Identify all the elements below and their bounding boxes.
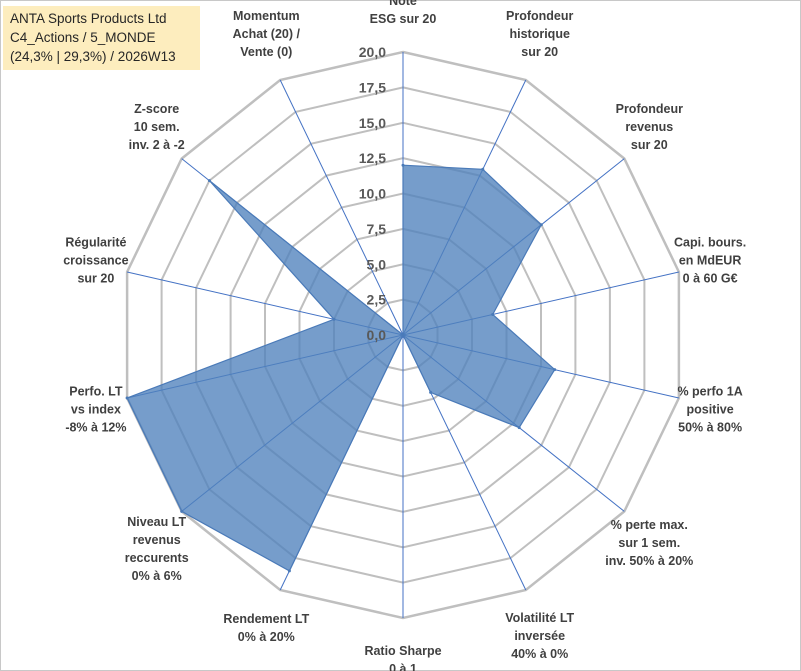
series-area — [126, 164, 556, 572]
axis-label-line: vs index — [71, 402, 121, 416]
data-point-6 — [517, 426, 521, 430]
chart-title-box: ANTA Sports Products Ltd C4_Actions / 5_… — [3, 6, 200, 70]
axis-label-13: Z-score 10 sem. inv. 2 à -2 — [129, 102, 185, 152]
axis-label-4: Capi. bours. en MdEUR 0 à 60 G€ — [674, 236, 746, 286]
axis-label-line: sur 1 sem. — [618, 536, 680, 550]
axis-label-line: 10 sem. — [134, 120, 180, 134]
axis-label-line: sur 20 — [521, 45, 558, 59]
axis-label-line: Vente (0) — [240, 45, 292, 59]
data-point-1 — [401, 163, 405, 167]
axis-label-line: Niveau LT — [127, 515, 186, 529]
axis-label-line: 0 à 1 — [389, 662, 417, 671]
axis-label-line: historique — [509, 27, 569, 41]
axis-label-line: inv. 2 à -2 — [129, 138, 185, 152]
data-point-11 — [125, 396, 129, 400]
axis-label-12: Régularité croissance sur 20 — [63, 236, 128, 286]
axis-label-line: inv. 50% à 20% — [605, 554, 693, 568]
axis-label-line: Capi. bours. — [674, 236, 746, 250]
data-point-5 — [553, 368, 557, 372]
data-point-4 — [491, 313, 495, 316]
axis-label-1: Note ESG sur 20 — [370, 0, 437, 26]
axis-label-line: reccurents — [125, 551, 189, 565]
axis-label-line: Note — [389, 0, 417, 8]
radar-series — [125, 163, 557, 573]
chart-title-company: ANTA Sports Products Ltd — [10, 11, 167, 26]
axis-label-6: % perte max. sur 1 sem. inv. 50% à 20% — [605, 518, 693, 568]
data-point-10 — [180, 509, 184, 513]
axis-label-line: % perte max. — [611, 518, 688, 532]
axis-label-line: Momentum — [233, 9, 300, 23]
data-point-13 — [207, 179, 211, 183]
axis-label-line: Ratio Sharpe — [364, 644, 441, 658]
axis-label-line: Z-score — [134, 102, 179, 116]
axis-spoke-14 — [279, 79, 404, 336]
tick-label: 7,5 — [367, 221, 387, 237]
axis-label-line: Régularité — [65, 236, 126, 250]
axis-label-line: en MdEUR — [679, 254, 742, 268]
axis-label-line: Profondeur — [616, 102, 683, 116]
axis-label-line: % perfo 1A — [677, 384, 742, 398]
axis-label-line: revenus — [625, 120, 673, 134]
axis-label-line: Achat (20) / — [233, 27, 301, 41]
axis-label-line: sur 20 — [77, 272, 114, 286]
axis-label-10: Niveau LT revenus reccurents 0% à 6% — [125, 515, 189, 583]
axis-label-9: Rendement LT 0% à 20% — [223, 612, 309, 644]
data-point-7 — [429, 390, 433, 394]
axis-label-2: Profondeur historique sur 20 — [506, 9, 573, 59]
tick-label: 10,0 — [359, 186, 386, 202]
chart-title-category: C4_Actions / 5_MONDE — [10, 30, 156, 45]
axis-label-line: croissance — [63, 254, 128, 268]
axis-label-line: positive — [686, 402, 733, 416]
tick-label: 5,0 — [367, 256, 387, 272]
data-point-9 — [287, 569, 291, 573]
axis-label-line: sur 20 — [631, 138, 668, 152]
data-point-3 — [539, 223, 543, 227]
axis-label-line: Profondeur — [506, 9, 573, 23]
axis-label-8: Ratio Sharpe 0 à 1 — [364, 644, 441, 671]
axis-label-line: ESG sur 20 — [370, 12, 437, 26]
axis-label-14: Momentum Achat (20) / Vente (0) — [233, 9, 301, 59]
axis-label-line: 0% à 6% — [132, 569, 182, 583]
axis-label-line: Perfo. LT — [69, 384, 123, 398]
axis-label-line: 40% à 0% — [511, 647, 568, 661]
axis-label-11: Perfo. LT vs index -8% à 12% — [65, 384, 126, 434]
axis-label-line: 0 à 60 G€ — [683, 272, 738, 286]
data-point-12 — [332, 317, 336, 321]
tick-label: 12,5 — [359, 150, 386, 166]
data-point-2 — [481, 167, 485, 171]
axis-label-line: 50% à 80% — [678, 420, 742, 434]
tick-label: 15,0 — [359, 115, 386, 131]
axis-label-3: Profondeur revenus sur 20 — [616, 102, 683, 152]
axis-label-line: revenus — [133, 533, 181, 547]
axis-label-line: Rendement LT — [223, 612, 309, 626]
axis-label-line: -8% à 12% — [65, 420, 126, 434]
radar-tick-labels: 0,0 2,5 5,0 7,5 10,0 12,5 15,0 17,5 20,0 — [359, 44, 386, 343]
axis-label-line: inversée — [514, 629, 565, 643]
axis-label-line: Volatilité LT — [505, 611, 574, 625]
radar-axis-labels: Note ESG sur 20 Profondeur historique sur 20… — [63, 0, 746, 671]
chart-title-stats: (24,3% | 29,3%) / 2026W13 — [10, 49, 176, 64]
axis-label-7: Volatilité LT inversée 40% à 0% — [505, 611, 574, 661]
axis-label-line: 0% à 20% — [238, 630, 295, 644]
tick-label: 17,5 — [359, 79, 386, 95]
tick-label: 20,0 — [359, 44, 386, 60]
data-point-14 — [401, 333, 405, 337]
tick-label: 2,5 — [367, 292, 387, 308]
axis-label-5: % perfo 1A positive 50% à 80% — [677, 384, 742, 434]
tick-label: 0,0 — [367, 327, 387, 343]
